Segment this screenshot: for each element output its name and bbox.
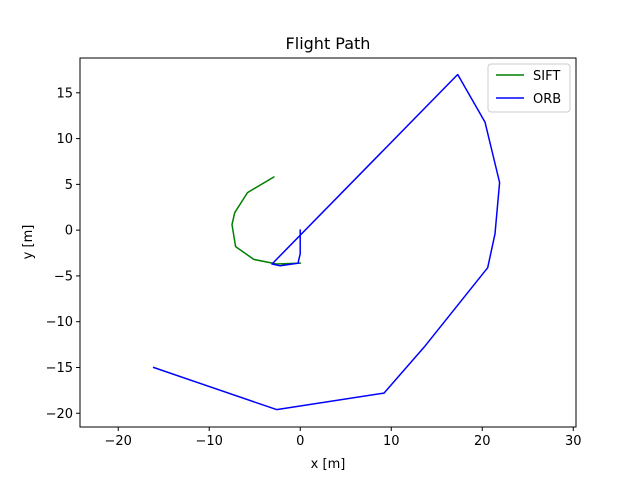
x-tick-label: 30 (565, 434, 582, 449)
chart-title: Flight Path (286, 34, 371, 53)
series-line-orb (152, 73, 501, 411)
x-tick-label: 20 (474, 434, 491, 449)
legend-box (487, 63, 571, 113)
series-layer (152, 73, 501, 411)
legend-label-sift: SIFT (533, 69, 560, 84)
x-tick-label: 10 (383, 434, 400, 449)
x-tick-label: −20 (105, 434, 132, 449)
y-tick-label: 10 (56, 132, 73, 147)
tick-layer: −20 −10 0 10 20 30 −20 −15 −10 −5 0 5 10 15 (46, 86, 582, 449)
y-tick-label: 5 (65, 178, 73, 193)
x-axis-label: x [m] (311, 457, 346, 472)
x-tick-label: −10 (196, 434, 223, 449)
x-tick-label: 0 (296, 434, 304, 449)
plot-frame (79, 57, 577, 428)
y-tick-label: −5 (54, 269, 73, 284)
legend: SIFT ORB (487, 63, 571, 113)
y-tick-label: −10 (46, 315, 73, 330)
y-tick-label: −20 (46, 407, 73, 422)
y-tick-label: 0 (65, 224, 73, 239)
y-tick-label: 15 (56, 86, 73, 101)
y-axis-label: y [m] (21, 225, 36, 260)
y-tick-label: −15 (46, 361, 73, 376)
legend-label-orb: ORB (533, 92, 561, 107)
